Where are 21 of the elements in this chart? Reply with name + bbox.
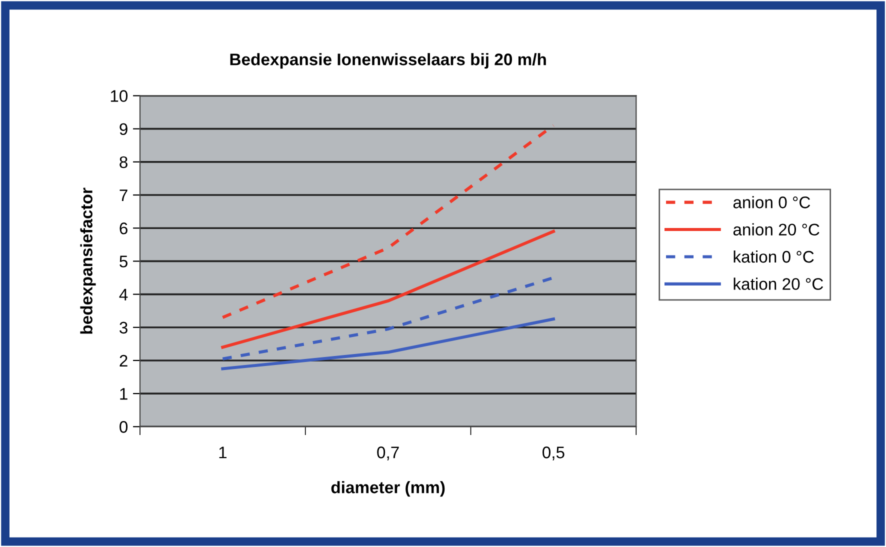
legend-label: kation 20 °C bbox=[734, 278, 824, 290]
y-tick-label: 0 bbox=[120, 421, 128, 433]
y-tick-label: 10 bbox=[110, 90, 128, 102]
legend-label: anion 0 °C bbox=[733, 196, 810, 208]
x-tick-label: 0,7 bbox=[377, 446, 399, 460]
legend-label: kation 0 °C bbox=[734, 250, 814, 263]
y-tick-label: 2 bbox=[120, 354, 128, 367]
y-tick-label: 7 bbox=[120, 190, 128, 202]
y-tick-label: 3 bbox=[120, 322, 128, 334]
y-tick-label: 8 bbox=[120, 156, 128, 168]
x-axis-title: diameter (mm) bbox=[331, 481, 445, 497]
y-tick-label: 9 bbox=[120, 123, 128, 136]
x-tick-label: 1 bbox=[219, 446, 227, 458]
y-tick-label: 4 bbox=[119, 288, 128, 300]
y-tick-label: 6 bbox=[120, 222, 128, 234]
x-tick-label: 0,5 bbox=[542, 446, 564, 460]
y-axis-title: bedexpansiefactor bbox=[80, 188, 96, 334]
y-tick-label: 5 bbox=[120, 256, 128, 268]
y-tick-label: 1 bbox=[120, 388, 128, 400]
chart-title: Bedexpansie Ionenwisselaars bij 20 m/h bbox=[230, 53, 546, 69]
legend-label: anion 20 °C bbox=[733, 223, 820, 236]
